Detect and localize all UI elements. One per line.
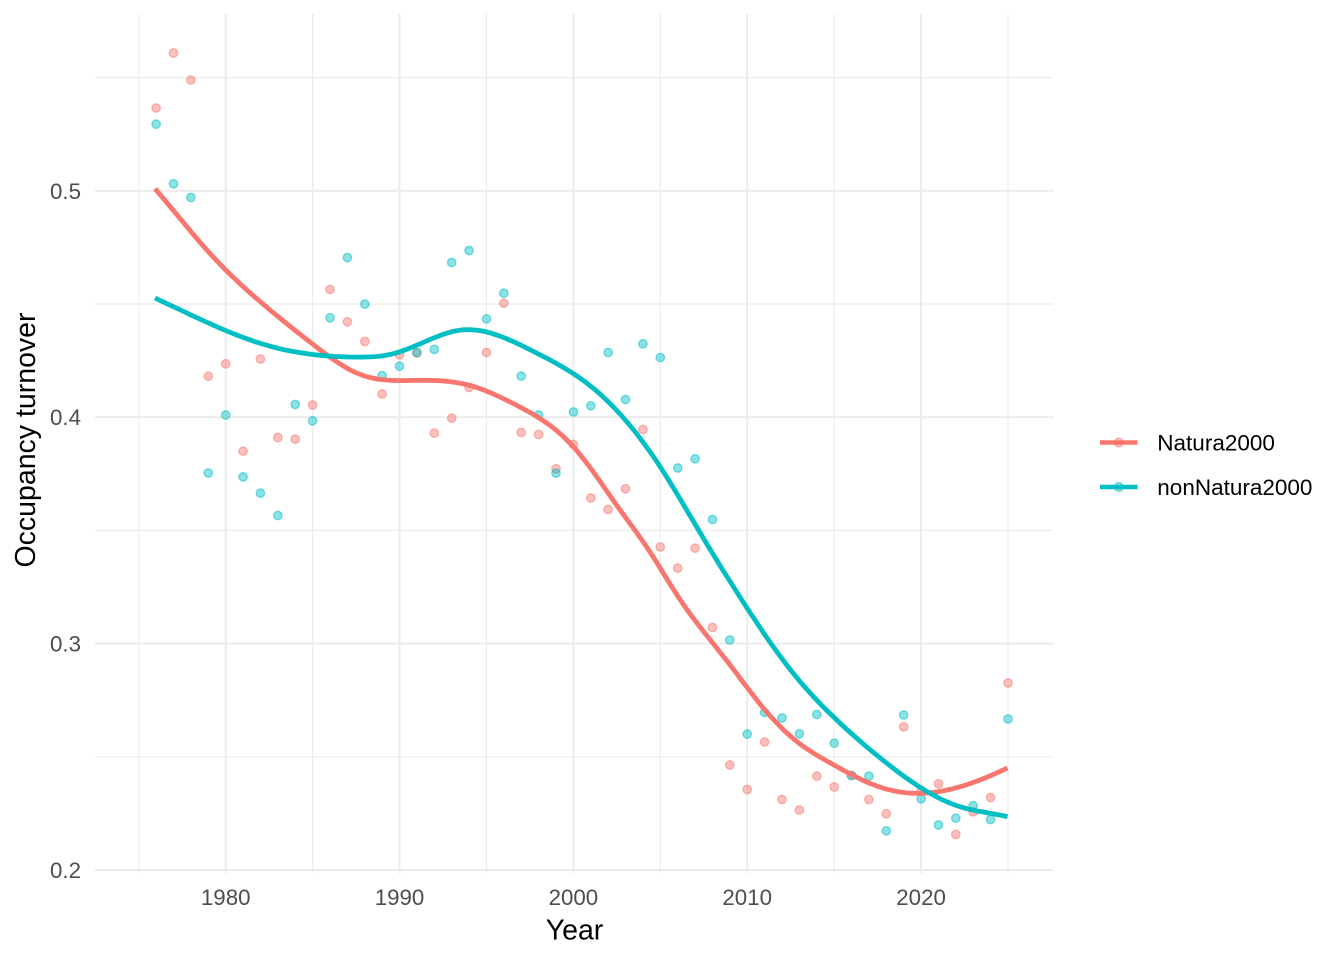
svg-text:nonNatura2000: nonNatura2000	[1157, 475, 1312, 500]
svg-text:2000: 2000	[549, 885, 599, 910]
svg-text:Occupancy turnover: Occupancy turnover	[10, 312, 42, 568]
svg-text:0.5: 0.5	[50, 179, 81, 204]
svg-text:0.4: 0.4	[50, 405, 81, 430]
svg-text:0.2: 0.2	[50, 858, 81, 883]
svg-text:2010: 2010	[722, 885, 772, 910]
svg-text:0.3: 0.3	[50, 632, 81, 657]
svg-text:1990: 1990	[375, 885, 425, 910]
svg-text:2020: 2020	[896, 885, 946, 910]
svg-text:Year: Year	[546, 915, 604, 947]
svg-text:1980: 1980	[201, 885, 251, 910]
svg-text:Natura2000: Natura2000	[1157, 430, 1275, 455]
